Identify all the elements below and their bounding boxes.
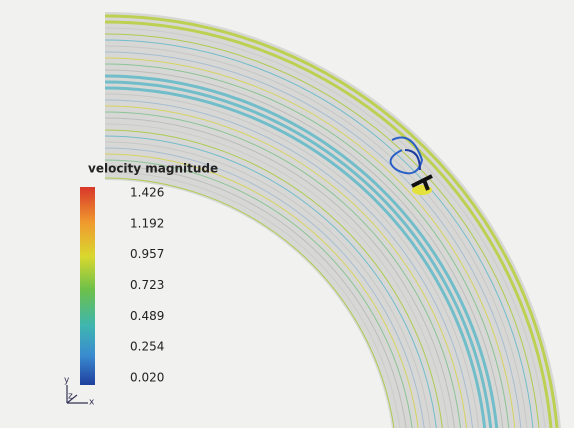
- flow-domain: [105, 12, 561, 428]
- legend-tick-label: 0.957: [130, 247, 164, 261]
- axis-label: x: [89, 398, 95, 408]
- axis-label: y: [64, 376, 70, 386]
- legend-tick-label: 0.723: [130, 278, 164, 292]
- legend-tick-label: 0.489: [130, 309, 164, 323]
- visualization: velocity magnitude 1.426 1.192 0.957 0.723 0…: [0, 0, 574, 428]
- legend-title: velocity magnitude: [88, 162, 218, 176]
- legend-tick-label: 1.192: [130, 216, 164, 230]
- legend-ticks: 1.426 1.192 0.957 0.723 0.489 0.254 0.020: [130, 186, 164, 385]
- legend-tick-label: 0.254: [130, 340, 164, 354]
- axis-label: z: [68, 392, 73, 402]
- color-bar: [80, 187, 95, 385]
- legend-tick-label: 1.426: [130, 186, 164, 200]
- legend-tick-label: 0.020: [130, 371, 164, 385]
